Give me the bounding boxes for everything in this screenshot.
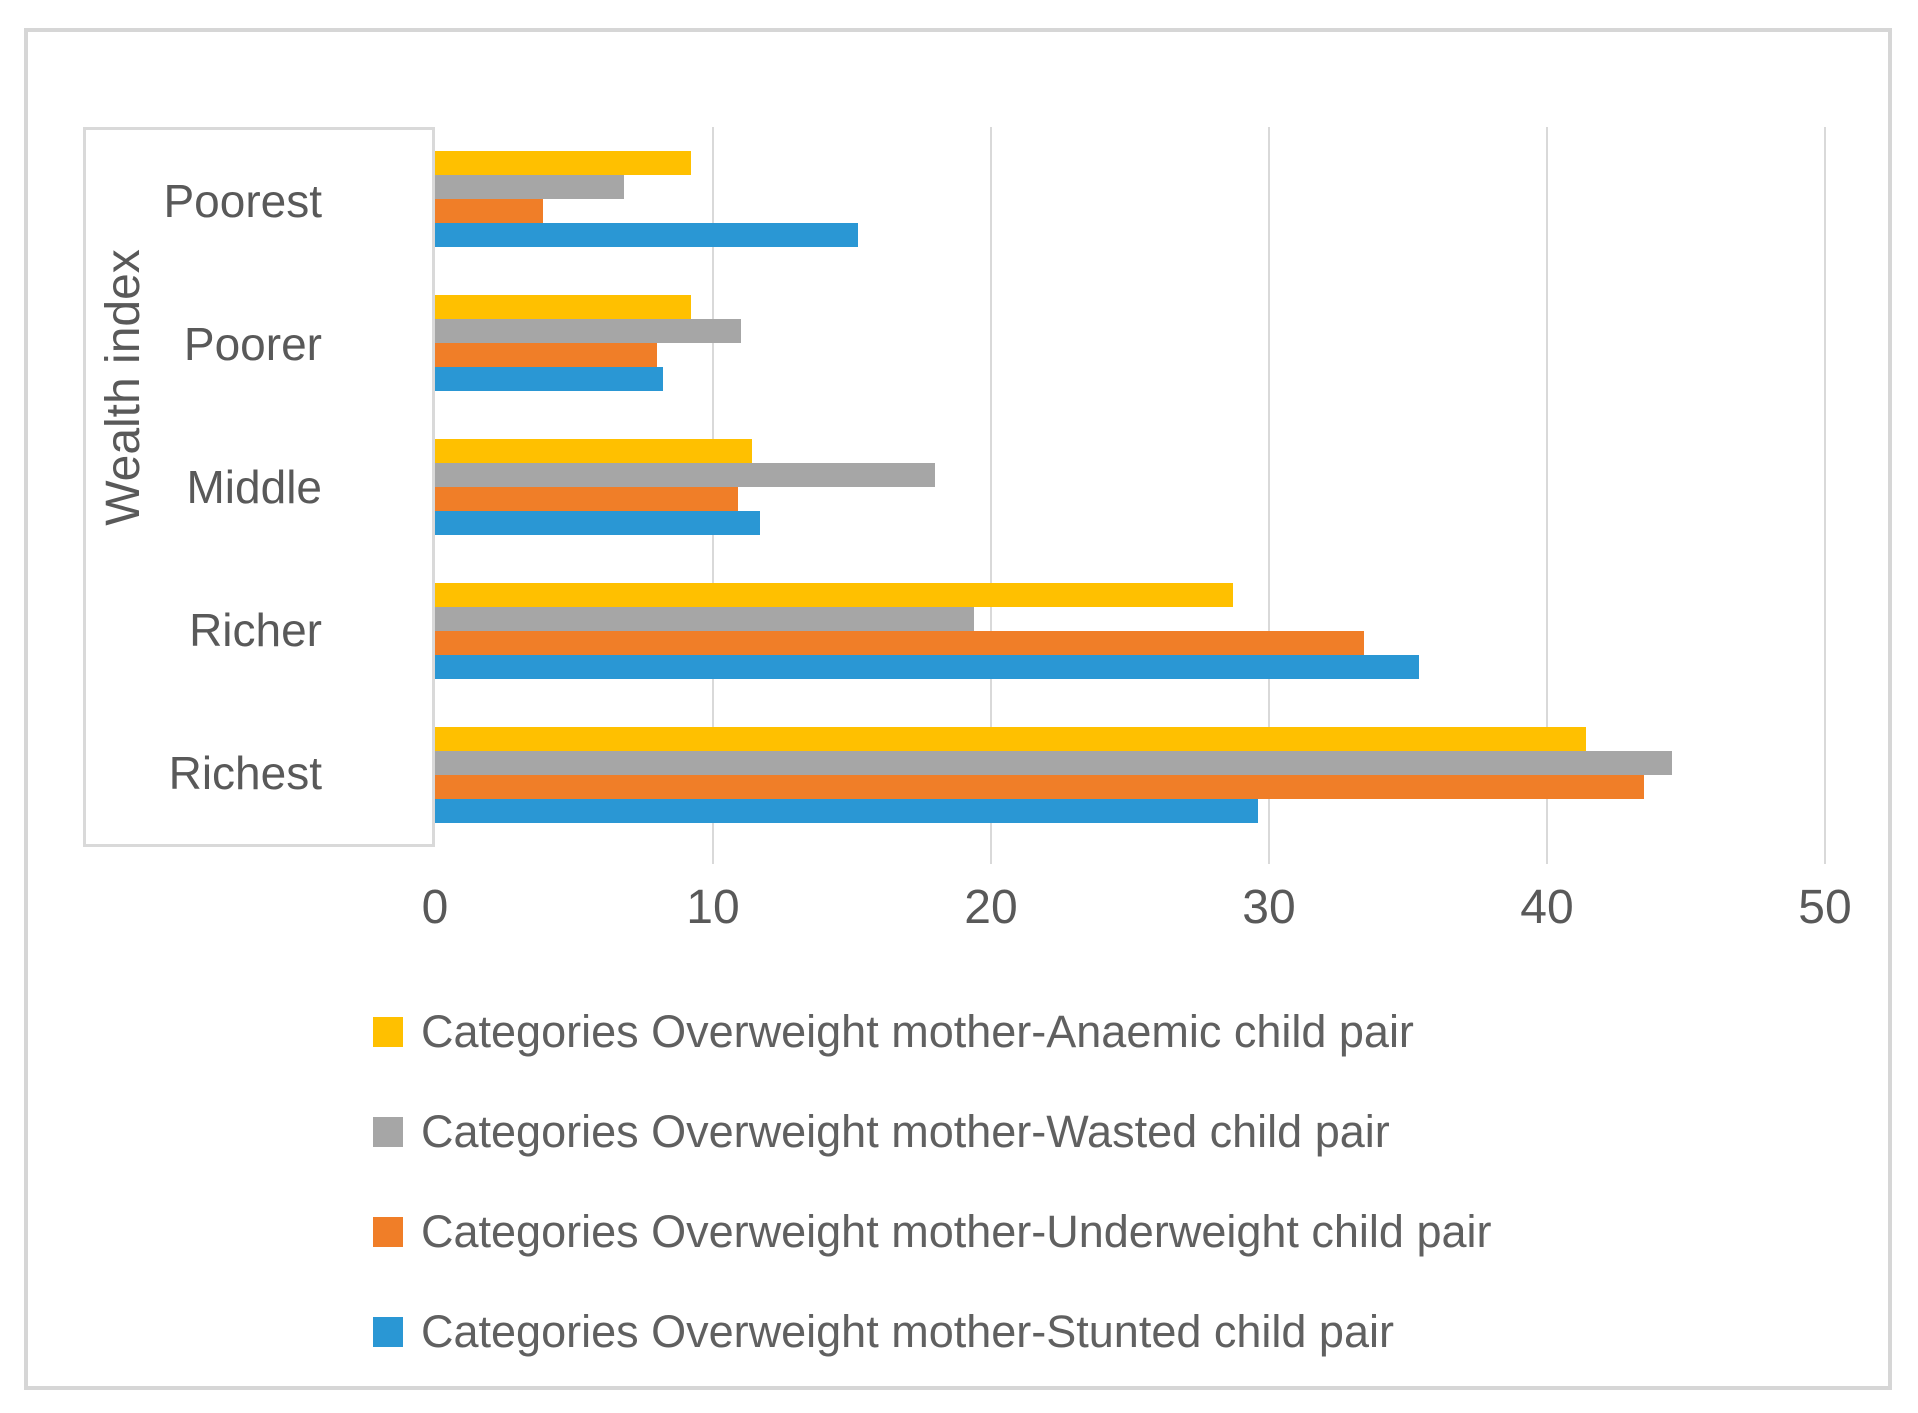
bar: [435, 655, 1420, 679]
legend-label: Categories Overweight mother-Anaemic chi…: [421, 1006, 1414, 1057]
bar-group-middle: [435, 415, 1825, 559]
legend-label: Categories Overweight mother-Underweight…: [421, 1206, 1492, 1257]
legend-swatch-icon: [373, 1217, 403, 1247]
legend-swatch-icon: [373, 1017, 403, 1047]
bar: [435, 583, 1233, 607]
y-axis-title-wrap: Wealth index: [88, 127, 158, 647]
category-axis-panel: Poorest Poorer Middle Richer Richest: [83, 127, 435, 847]
bar: [435, 199, 544, 223]
category-label-middle: Middle: [186, 460, 322, 513]
bar-group-poorest: [435, 127, 1825, 271]
bar: [435, 775, 1645, 799]
gridline-30: [1268, 127, 1270, 864]
gridline-50: [1824, 127, 1826, 864]
legend-swatch-icon: [373, 1117, 403, 1147]
bar: [435, 799, 1258, 823]
bar: [435, 631, 1364, 655]
bar: [435, 175, 625, 199]
bar: [435, 343, 658, 367]
x-tick-label-10: 10: [686, 881, 740, 934]
x-tick-label-50: 50: [1798, 881, 1852, 934]
bar: [435, 487, 739, 511]
bar: [435, 463, 936, 487]
gridline-40: [1546, 127, 1548, 864]
legend-item-3: Categories Overweight mother-Stunted chi…: [373, 1306, 1492, 1357]
bar: [435, 511, 761, 535]
x-tick-label-40: 40: [1520, 881, 1574, 934]
bar: [435, 751, 1673, 775]
bar: [435, 319, 741, 343]
x-tick-label-0: 0: [421, 881, 449, 934]
legend-label: Categories Overweight mother-Wasted chil…: [421, 1106, 1390, 1157]
category-label-poorest: Poorest: [163, 175, 322, 228]
bar: [435, 151, 691, 175]
legend-item-1: Categories Overweight mother-Wasted chil…: [373, 1106, 1492, 1157]
bar: [435, 607, 975, 631]
y-axis-title: Wealth index: [96, 248, 150, 526]
category-label-richest: Richest: [168, 746, 322, 799]
plot-area: [435, 127, 1826, 864]
category-label-poorer: Poorer: [183, 318, 322, 371]
bar: [435, 295, 691, 319]
legend-item-2: Categories Overweight mother-Underweight…: [373, 1206, 1492, 1257]
legend-label: Categories Overweight mother-Stunted chi…: [421, 1306, 1394, 1357]
bar-group-richest: [435, 703, 1825, 847]
bar-group-poorer: [435, 271, 1825, 415]
bar-group-richer: [435, 559, 1825, 703]
x-axis: 0 10 20 30 40 50: [422, 880, 1852, 950]
gridline-20: [990, 127, 992, 864]
legend-item-0: Categories Overweight mother-Anaemic chi…: [373, 1006, 1492, 1057]
legend-swatch-icon: [373, 1317, 403, 1347]
category-label-richer: Richer: [189, 603, 322, 656]
x-tick-label-30: 30: [1242, 881, 1296, 934]
bar: [435, 223, 858, 247]
x-tick-label-20: 20: [964, 881, 1018, 934]
bar: [435, 439, 752, 463]
legend: Categories Overweight mother-Anaemic chi…: [373, 1006, 1492, 1407]
bar: [435, 367, 663, 391]
bar: [435, 727, 1586, 751]
figure-frame: Wealth index Poorest Poorer Middle Richer Ri…: [24, 28, 1892, 1390]
